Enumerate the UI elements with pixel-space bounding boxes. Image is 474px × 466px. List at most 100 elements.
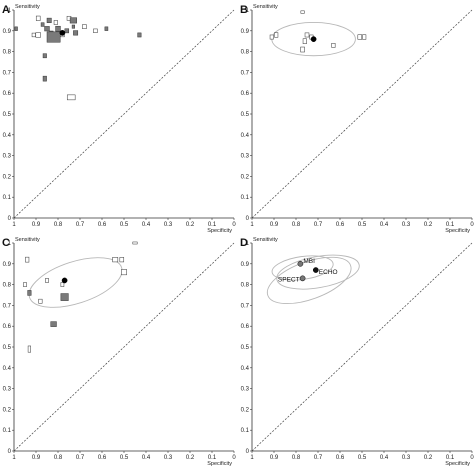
y-tick-label: 0.3 [3,154,12,160]
y-axis-title: Sensitivity [15,4,40,10]
y-tick-label: 0.4 [3,133,12,139]
study-point [45,278,49,283]
summary-point-label: ECHO [319,269,338,276]
study-point [331,43,336,48]
study-point [60,293,69,301]
y-tick-label: 0 [8,216,12,222]
y-axis-title: Sensitivity [253,4,278,10]
x-tick-label: 0.1 [446,455,455,461]
x-tick-label: 0.2 [424,222,433,228]
y-tick-label: 1 [8,8,12,14]
x-tick-label: 0.5 [120,222,129,228]
y-tick-label: 0.6 [3,324,12,330]
x-tick-label: 1 [250,455,254,461]
x-tick-label: 1 [12,455,16,461]
summary-point [297,260,304,267]
panel-b: B 0 0.1 0.2 0.3 0.4 0.5 0.6 0.7 0.8 0.9 1 1 0.9 0.8 0.7… [240,4,474,234]
summary-point-label: MBI [303,258,315,265]
x-tick-label: 0 [232,222,236,228]
y-tick-label: 0.1 [241,428,250,434]
study-point [50,321,57,327]
y-axis-title: Sensitivity [15,237,40,243]
x-tick-label: 0.9 [32,455,41,461]
y-tick-label: 0.8 [241,50,250,56]
x-tick-label: 0.7 [76,222,85,228]
study-point [121,269,127,276]
study-point [269,34,274,40]
y-tick-label: 0.1 [241,195,250,201]
summary-point [310,36,317,42]
study-point [55,25,61,32]
y-tick-label: 0.7 [241,303,250,309]
y-tick-label: 0.5 [241,112,250,118]
chance-diagonal-line [13,242,235,452]
y-tick-label: 0.6 [241,91,250,97]
study-point [27,345,31,353]
x-tick-label: 0.3 [164,222,173,228]
study-point [60,282,65,287]
study-point [112,257,119,263]
x-tick-label: 0.1 [446,222,455,228]
y-tick-label: 0.3 [3,387,12,393]
y-tick-label: 0.4 [241,133,250,139]
study-point [31,32,36,38]
y-tick-label: 0 [246,449,250,455]
study-point [64,28,70,34]
study-point [38,298,43,304]
y-tick-label: 0.7 [241,70,250,76]
y-tick-label: 0.9 [3,29,12,35]
y-tick-label: 0 [246,216,250,222]
panel-letter: C [2,237,10,249]
study-point [53,20,58,25]
y-tick-label: 0.2 [241,174,250,180]
summary-point-label: SPECT [278,276,300,283]
panel-letter: A [2,4,10,16]
y-tick-label: 0.8 [3,50,12,56]
x-tick-label: 0.9 [32,222,41,228]
study-point [104,26,109,31]
study-point [300,46,305,53]
x-axis-title: Specificity [207,228,232,234]
x-tick-label: 0.5 [358,455,367,461]
study-point [14,26,18,31]
x-tick-label: 0.6 [98,222,107,228]
y-tick-label: 0.6 [241,324,250,330]
y-tick-label: 0.7 [3,303,12,309]
panel-letter: D [240,237,248,249]
study-point [46,31,61,43]
x-tick-label: 0.3 [164,455,173,461]
x-tick-label: 0.6 [336,222,345,228]
y-tick-label: 1 [246,241,250,247]
x-tick-label: 0.3 [402,455,411,461]
study-point [40,22,45,27]
study-point [119,257,125,263]
y-tick-label: 0.5 [3,345,12,351]
panel-letter: B [240,4,248,16]
study-point [66,94,76,101]
x-tick-label: 0.8 [292,455,301,461]
x-tick-label: 0.2 [186,455,195,461]
summary-point [61,277,68,284]
y-axis-title: Sensitivity [253,237,278,243]
x-tick-label: 0.6 [336,455,345,461]
x-tick-label: 0.1 [208,222,217,228]
y-tick-label: 0.2 [3,174,12,180]
y-tick-label: 0.1 [3,195,12,201]
x-tick-label: 0.9 [270,222,279,228]
study-point [25,256,30,263]
x-tick-label: 0.4 [142,222,151,228]
x-tick-label: 1 [12,222,16,228]
study-point [27,290,32,296]
study-point [274,32,279,38]
x-tick-label: 0.3 [402,222,411,228]
summary-point [312,267,319,273]
x-axis-title: Specificity [445,228,470,234]
study-point [357,34,363,40]
panel-d: D 0 0.1 0.2 0.3 0.4 0.5 0.6 0.7 0.8 0.9 1 1 0.9 0.8 0.7… [240,237,474,466]
y-tick-label: 1 [246,8,250,14]
study-point [35,15,41,21]
study-point [132,241,138,245]
study-point [362,34,367,40]
y-tick-label: 0 [8,449,12,455]
